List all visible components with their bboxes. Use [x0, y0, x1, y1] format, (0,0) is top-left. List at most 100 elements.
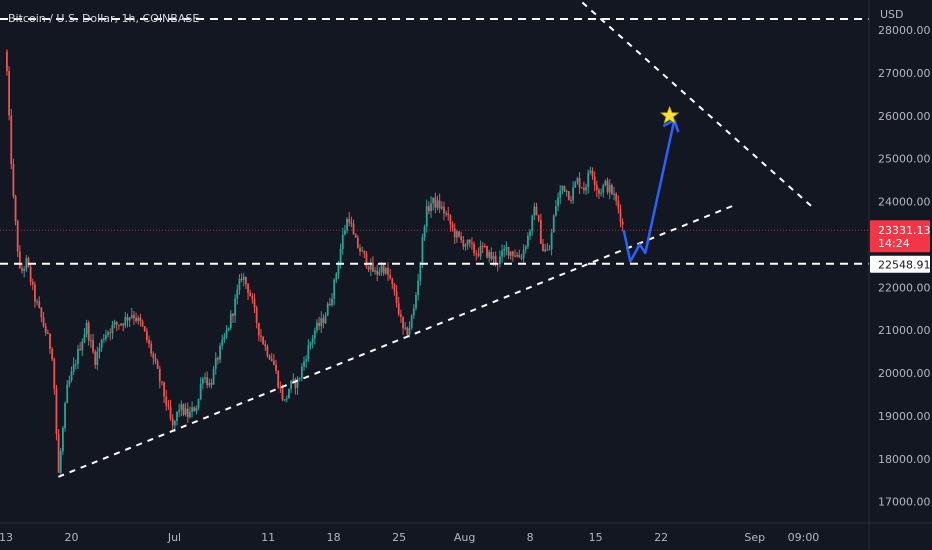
candle-body: [234, 298, 237, 316]
candle-body: [309, 342, 312, 346]
candle-body: [613, 193, 615, 195]
candle-body: [333, 279, 336, 299]
candle-body: [550, 232, 553, 250]
candle-body: [595, 184, 598, 190]
candle-body: [447, 213, 450, 216]
candle-body: [318, 322, 320, 327]
candle-body: [130, 315, 133, 318]
candle-body: [126, 317, 129, 321]
candle-body: [51, 349, 54, 360]
candle-body: [488, 252, 491, 258]
candle-body: [537, 215, 540, 221]
candle-body: [229, 313, 232, 328]
price-tick-label: 26000.00: [878, 110, 931, 123]
candle-body: [14, 196, 17, 222]
candles-layer: [6, 49, 624, 477]
candle-body: [285, 398, 288, 400]
candle-body: [38, 301, 41, 308]
candle-body: [363, 250, 366, 254]
candle-body: [509, 251, 512, 256]
candle-body: [339, 248, 342, 264]
candle-body: [341, 234, 344, 249]
candle-body: [87, 322, 90, 341]
candle-body: [591, 170, 594, 177]
candle-body: [294, 379, 297, 388]
candle-body: [572, 187, 575, 201]
candle-body: [524, 246, 527, 250]
candle-body: [380, 265, 383, 272]
candle-body: [27, 257, 30, 267]
candle-body: [290, 380, 293, 390]
candle-body: [115, 322, 118, 325]
candle-body: [300, 366, 303, 379]
candle-body: [199, 383, 202, 399]
candle-body: [402, 316, 404, 329]
candle-body: [105, 334, 107, 339]
candle-body: [451, 224, 454, 229]
candle-body: [567, 191, 570, 201]
candle-body: [40, 307, 43, 318]
candle-body: [320, 318, 323, 327]
projection-path[interactable]: [622, 119, 676, 263]
candle-body: [531, 215, 534, 232]
candle-body: [501, 250, 503, 257]
candle-body: [449, 215, 452, 225]
candle-body: [453, 228, 456, 238]
candle-body: [328, 303, 331, 305]
candle-body: [574, 182, 577, 188]
candle-body: [59, 451, 62, 473]
candle-body: [16, 221, 19, 252]
lower-trendline[interactable]: [58, 203, 737, 478]
candle-body: [206, 377, 209, 386]
candle-body: [74, 363, 77, 365]
candle-body: [382, 265, 385, 274]
candle-body: [518, 254, 521, 258]
time-tick-label: Sep: [744, 531, 765, 544]
drawings-layer: [0, 0, 869, 478]
price-tick-label: 21000.00: [878, 324, 931, 337]
candle-body: [135, 317, 138, 321]
candle-body: [615, 193, 618, 201]
candle-body: [283, 399, 286, 401]
candle-body: [503, 248, 506, 251]
candle-body: [169, 406, 172, 419]
candle-body: [208, 383, 211, 386]
candle-body: [507, 246, 510, 256]
candle-body: [42, 317, 45, 326]
candle-body: [604, 180, 607, 185]
currency-label[interactable]: USD: [880, 8, 904, 21]
candle-body: [492, 256, 495, 260]
candle-body: [173, 420, 176, 426]
candle-body: [163, 382, 165, 397]
candle-body: [36, 301, 38, 303]
candle-body: [55, 388, 58, 435]
candle-body: [619, 208, 622, 222]
price-tick-label: 25000.00: [878, 153, 931, 166]
candle-body: [270, 359, 273, 361]
candle-body: [438, 200, 441, 209]
candle-body: [391, 278, 394, 284]
candle-body: [257, 323, 260, 336]
candle-body: [10, 115, 13, 165]
candle-body: [621, 221, 624, 225]
time-tick-label: 11: [261, 531, 275, 544]
candle-body: [72, 364, 75, 372]
candle-body: [111, 324, 114, 334]
candle-body: [165, 396, 168, 406]
candle-body: [410, 315, 413, 328]
candle-body: [585, 186, 587, 191]
candle-body: [464, 244, 467, 247]
candle-body: [53, 359, 56, 389]
candle-body: [322, 318, 325, 324]
candle-body: [193, 407, 196, 412]
time-axis[interactable]: 13 20 Jul 11 18 25 Aug 8 15 22 Sep 09:00: [0, 531, 819, 544]
candle-body: [576, 177, 579, 183]
candle-body: [352, 223, 355, 235]
candle-body: [29, 266, 32, 283]
candle-body: [311, 338, 314, 343]
candle-body: [191, 407, 193, 412]
price-axis[interactable]: 28000.00 27000.00 26000.00 25000.00 24000.00…: [878, 24, 931, 509]
candle-body: [305, 359, 308, 362]
